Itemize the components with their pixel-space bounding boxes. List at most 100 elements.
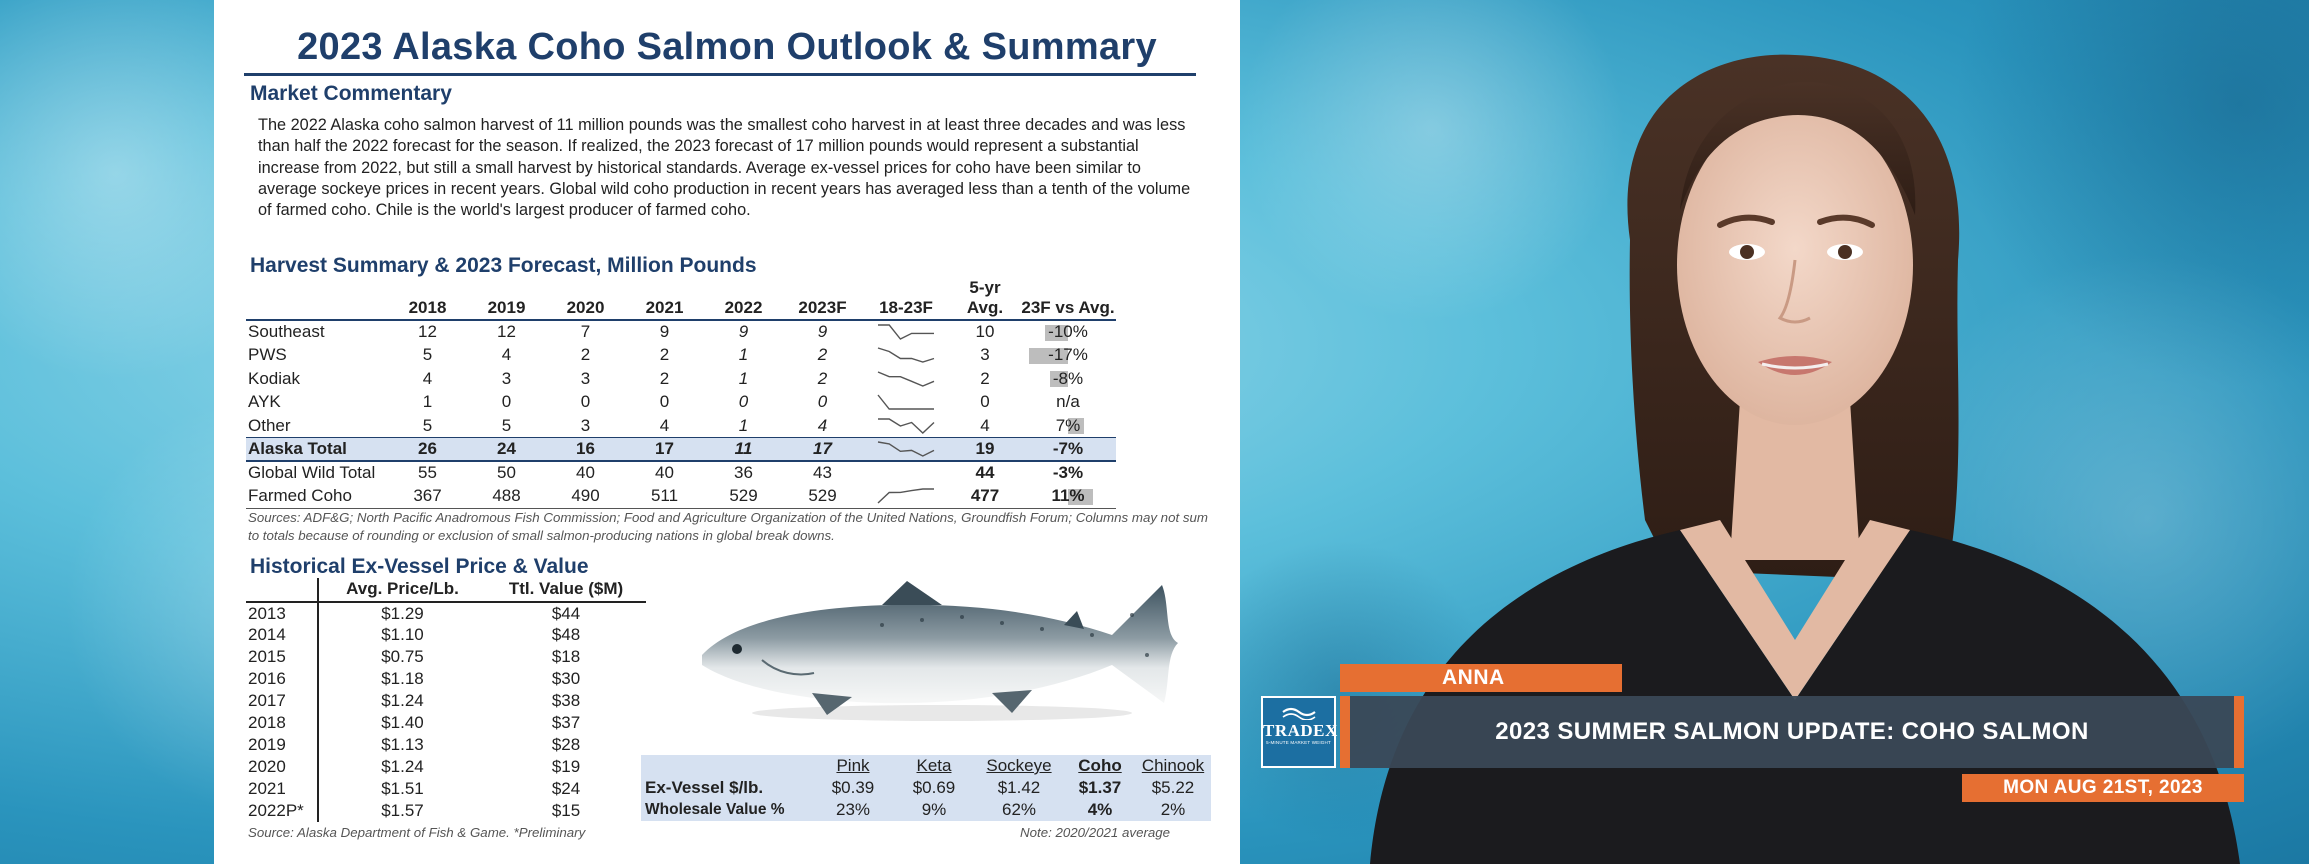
harvest-value: 2 <box>817 368 828 388</box>
price-row: 2013 $1.29 $44 <box>246 602 646 624</box>
price-avg: $1.24 <box>381 691 424 710</box>
price-row: 2022P* $1.57 $15 <box>246 800 646 822</box>
harvest-5yr-avg: 10 <box>975 322 995 342</box>
price-total-value: $37 <box>551 713 581 732</box>
harvest-variance: -8% <box>1020 367 1116 391</box>
harvest-header-row: 2018 2019 2020 2021 2022 2023F 18-23F 5-yr Avg.… <box>246 272 1116 321</box>
species-header-blank <box>641 755 811 777</box>
harvest-header-7: 5-yr Avg. <box>950 272 1020 321</box>
harvest-value: 5 <box>422 415 433 435</box>
harvest-value: 2 <box>659 345 670 365</box>
harvest-5yr-avg: 4 <box>980 415 990 435</box>
harvest-variance: -10% <box>1020 320 1116 344</box>
harvest-value: 3 <box>580 368 591 388</box>
harvest-value: 26 <box>388 437 467 462</box>
harvest-variance: -17% <box>1020 344 1116 368</box>
harvest-value: 3 <box>501 368 512 388</box>
harvest-value: 529 <box>704 484 783 509</box>
price-year: 2018 <box>246 712 319 734</box>
harvest-value: 4 <box>422 368 433 388</box>
market-commentary-heading: Market Commentary <box>250 82 452 105</box>
harvest-header-0: 2018 <box>388 272 467 321</box>
variance-bar <box>1068 488 1094 505</box>
harvest-header-2: 2020 <box>546 272 625 321</box>
ex-vessel-row: Ex-Vessel $/lb. $0.39 $0.69 $1.42 $1.37 $5.22 <box>641 777 1211 799</box>
wholesale-share: 4% <box>1087 800 1113 819</box>
price-year: 2017 <box>246 690 319 712</box>
price-year: 2019 <box>246 734 319 756</box>
ex-vessel-price: $1.42 <box>997 778 1041 797</box>
logo-name: TRADEX <box>1263 721 1338 740</box>
title-rule <box>244 73 1196 76</box>
harvest-value: 1 <box>422 392 433 412</box>
slide-title: 2023 Alaska Coho Salmon Outlook & Summar… <box>297 26 1157 68</box>
harvest-value: 1 <box>738 415 749 435</box>
trend-sparkline <box>877 394 934 410</box>
variance-bar <box>1045 325 1068 341</box>
price-total-value: $24 <box>551 779 581 798</box>
harvest-value: 17 <box>783 437 862 462</box>
species-header-row: Pink Keta Sockeye Coho Chinook <box>641 755 1211 777</box>
harvest-variance: -7% <box>1020 437 1116 462</box>
headline-bar: 2023 SUMMER SALMON UPDATE: COHO SALMON <box>1350 696 2234 768</box>
price-header-1: Avg. Price/Lb. <box>318 578 486 603</box>
harvest-5yr-avg: 19 <box>950 437 1020 462</box>
harvest-sparkline-cell <box>862 320 950 344</box>
tradex-logo: TRADEX 5-MINUTE MARKET WEIGHT <box>1261 696 1338 768</box>
price-total-value: $18 <box>551 647 581 666</box>
trend-sparkline <box>877 371 935 387</box>
harvest-value: 9 <box>817 322 828 342</box>
harvest-region: AYK <box>248 392 281 412</box>
harvest-variance: 7% <box>1020 414 1116 438</box>
harvest-row: Global Wild Total 55 50 40 40 36 43 44 -3% <box>246 461 1116 485</box>
ex-vessel-price: $5.22 <box>1151 778 1195 797</box>
price-year: 2020 <box>246 756 319 778</box>
harvest-value: 2 <box>659 368 670 388</box>
harvest-value: 2 <box>580 345 591 365</box>
date-tag: MON AUG 21ST, 2023 <box>1962 774 2244 802</box>
harvest-5yr-avg: 44 <box>975 463 995 483</box>
variance-text: -3% <box>1052 463 1084 483</box>
price-total-value: $30 <box>551 669 581 688</box>
harvest-value: 0 <box>580 392 591 412</box>
price-avg: $1.29 <box>381 603 424 623</box>
harvest-row: Other 5 5 3 4 1 4 4 7% <box>246 414 1116 438</box>
variance-bar <box>1049 371 1068 387</box>
ex-vessel-price: $0.39 <box>831 778 875 797</box>
price-row: 2015 $0.75 $18 <box>246 646 646 668</box>
harvest-sparkline-cell <box>862 344 950 368</box>
harvest-value: 9 <box>738 322 749 342</box>
variance-text: -10% <box>1048 322 1088 342</box>
harvest-value: 0 <box>501 392 512 412</box>
harvest-value: 24 <box>467 437 546 462</box>
headline-accent-right <box>2234 696 2244 768</box>
harvest-sparkline-cell <box>862 484 950 509</box>
variance-text: n/a <box>1056 392 1080 412</box>
price-avg: $1.57 <box>381 801 424 820</box>
price-row: 2016 $1.18 $30 <box>246 668 646 690</box>
price-row: 2014 $1.10 $48 <box>246 624 646 646</box>
harvest-region: Alaska Total <box>246 437 388 462</box>
price-avg: $1.51 <box>381 779 424 798</box>
price-total-value: $15 <box>551 801 581 820</box>
harvest-region: Global Wild Total <box>248 463 376 483</box>
price-row: 2019 $1.13 $28 <box>246 734 646 756</box>
logo-subtext: 5-MINUTE MARKET WEIGHT <box>1266 740 1331 745</box>
price-avg: $1.18 <box>381 669 424 688</box>
price-year: 2022P* <box>246 800 319 822</box>
harvest-sparkline-cell <box>862 367 950 391</box>
harvest-row: AYK 1 0 0 0 0 0 0 n/a <box>246 391 1116 415</box>
harvest-value: 1 <box>738 368 749 388</box>
price-avg: $1.24 <box>381 757 424 776</box>
trend-sparkline <box>877 347 935 363</box>
harvest-value: 43 <box>813 463 832 483</box>
harvest-region: Farmed Coho <box>246 484 388 509</box>
harvest-5yr-avg: 3 <box>980 345 990 365</box>
harvest-region: Kodiak <box>248 368 300 388</box>
ex-vessel-note: Note: 2020/2021 average <box>1020 825 1171 840</box>
harvest-sparkline-cell <box>862 461 950 485</box>
harvest-row: Farmed Coho 367 488 490 511 529 529 477 11% <box>246 484 1116 509</box>
price-source: Source: Alaska Department of Fish & Game… <box>248 825 586 840</box>
variance-text: 7% <box>1055 415 1081 435</box>
harvest-value: 12 <box>497 322 516 342</box>
